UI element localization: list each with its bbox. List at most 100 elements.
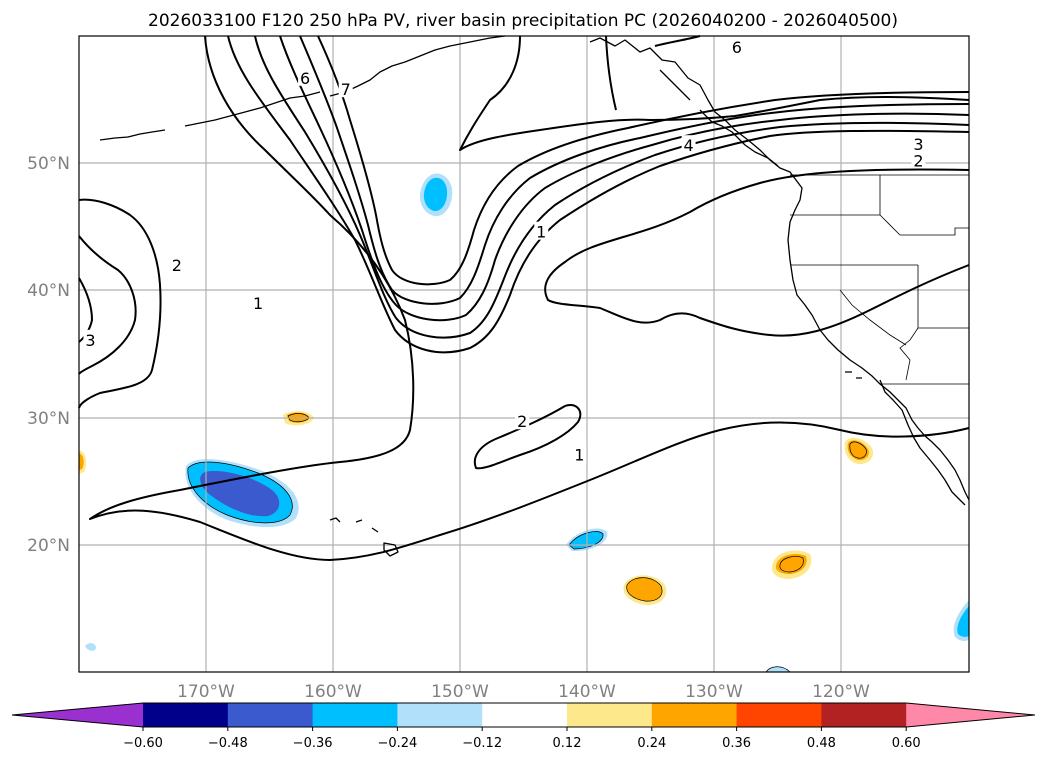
pv-contour-trough-3: [279, 35, 970, 322]
colorbar-tick-label: −0.60: [123, 736, 163, 751]
pv-contour-label: 3: [913, 135, 923, 154]
coastline-alaska: [329, 35, 506, 97]
coastline-baja: [879, 379, 966, 506]
colorbar-tick-label: 0.36: [722, 736, 751, 751]
precip-negative-region: [85, 643, 96, 651]
coastline-north-america: [589, 37, 970, 501]
pv-contour-label-bg: [681, 135, 696, 154]
pv-contour-label: 1: [536, 223, 546, 242]
precip-outline: [568, 531, 604, 550]
pv-contour-1-northeast: [459, 35, 970, 151]
precip-outline: [765, 666, 791, 673]
colorbar-extend-min: [12, 703, 143, 727]
colorbar-tick-label: 0.60: [892, 736, 921, 751]
colorbar-segment: [567, 703, 653, 727]
colorbar-tick-label: −0.36: [293, 736, 333, 751]
pv-contour-trough-2: [254, 35, 970, 339]
figure-title: 2026033100 F120 250 hPa PV, river basin …: [148, 11, 898, 31]
pv-contour-label-bg: [298, 67, 313, 86]
pv-contour-6-northeast: [654, 35, 701, 47]
pv-contour-label-bg: [338, 79, 353, 98]
colorbar-segment: [227, 703, 314, 727]
pv-contour-3-west: [78, 235, 137, 375]
lon-tick-label: 150°W: [431, 682, 489, 702]
lat-tick-label: 50°N: [27, 154, 70, 174]
longitude-tick-labels: 170°W 160°W 150°W 140°W 130°W 120°W: [177, 682, 870, 702]
precip-positive-region: [79, 453, 84, 470]
pv-contour-label: 7: [341, 80, 351, 99]
precip-positive-region: [626, 577, 663, 602]
lat-tick-label: 30°N: [27, 409, 70, 429]
colorbar-tick-label: 0.24: [637, 736, 666, 751]
pv-contour-label: 4: [684, 136, 694, 155]
colorbar-segment: [651, 703, 738, 727]
colorbar: −0.60 −0.48 −0.36 −0.24 −0.12 0.12 0.24 0.36 0.4…: [11, 702, 1036, 751]
pv-contour-label-bg: [83, 329, 98, 348]
pv-contour-2-west: [78, 198, 162, 409]
pv-contour-label-bg: [911, 133, 926, 152]
pv-contour-trough-5: [317, 35, 970, 286]
border-idaho: [879, 214, 969, 236]
pv-contour-label-bg: [572, 444, 587, 463]
pv-contour-trough-1: [227, 35, 970, 354]
precip-negative-region: [957, 606, 969, 637]
precip-negative-region: [423, 177, 448, 212]
precip-shading: [79, 173, 969, 672]
colorbar-segment: [312, 703, 398, 727]
lon-tick-label: 140°W: [558, 682, 616, 702]
pv-contour-1-main: [89, 35, 970, 561]
coastlines: [99, 35, 970, 557]
pv-contour-label: 6: [732, 38, 742, 57]
pv-contour-label: 2: [913, 151, 923, 170]
pv-contour-2-subtropical: [473, 404, 582, 470]
pv-contour-label: 3: [85, 331, 95, 350]
pv-contours: [78, 35, 970, 561]
map-background: [79, 36, 969, 672]
colorbar-segment: [736, 703, 822, 727]
pv-contour-trough-4: [299, 35, 970, 305]
precip-outlines: [187, 413, 867, 673]
colorbar-extend-max: [906, 703, 1035, 727]
colorbar-tick-label: −0.24: [377, 736, 417, 751]
coastline-aleutians: [99, 91, 321, 141]
pv-contour-label-bg: [729, 37, 744, 56]
colorbar-tick-label: 0.48: [807, 736, 836, 751]
pv-contour-label-bg: [169, 254, 184, 273]
colorbar-tick-label: −0.48: [208, 736, 248, 751]
map-frame: [78, 35, 970, 673]
lon-tick-label: 170°W: [177, 682, 235, 702]
colorbar-segment: [143, 703, 229, 727]
pv-contour-label-bg: [534, 221, 549, 240]
colorbar-segment: [821, 703, 907, 727]
pv-contour-label: 2: [517, 412, 527, 431]
colorbar-tick-label: 0.12: [553, 736, 582, 751]
lon-tick-label: 130°W: [685, 682, 743, 702]
lat-tick-label: 40°N: [27, 281, 70, 301]
precip-outline: [849, 441, 867, 459]
lon-tick-label: 160°W: [304, 682, 362, 702]
coastline-channel-islands: [845, 371, 862, 379]
pv-contour-label-bg: [515, 411, 530, 430]
latitude-tick-labels: 50°N 40°N 30°N 20°N: [27, 154, 70, 556]
lat-tick-label: 20°N: [27, 536, 70, 556]
pv-contour-label-bg: [251, 292, 266, 311]
lon-tick-label: 120°W: [812, 682, 870, 702]
colorbar-tick-label: −0.12: [462, 736, 502, 751]
pv-contour-6-north: [605, 35, 617, 111]
pv-contour-label: 1: [574, 445, 584, 464]
coastline-hawaii: [329, 517, 399, 557]
pv-contour-label: 2: [172, 256, 182, 275]
pv-contour-label: 6: [300, 69, 310, 88]
precip-outline: [626, 577, 663, 602]
colorbar-segment: [397, 703, 483, 727]
border-inland: [839, 289, 907, 346]
colorbar-segment: [482, 703, 568, 727]
pv-contour-label-bg: [911, 150, 926, 169]
pv-contour-1-east: [544, 168, 970, 337]
pv-contour-label: 1: [253, 294, 263, 313]
precip-outline: [779, 556, 804, 573]
precip-outline: [187, 461, 293, 524]
